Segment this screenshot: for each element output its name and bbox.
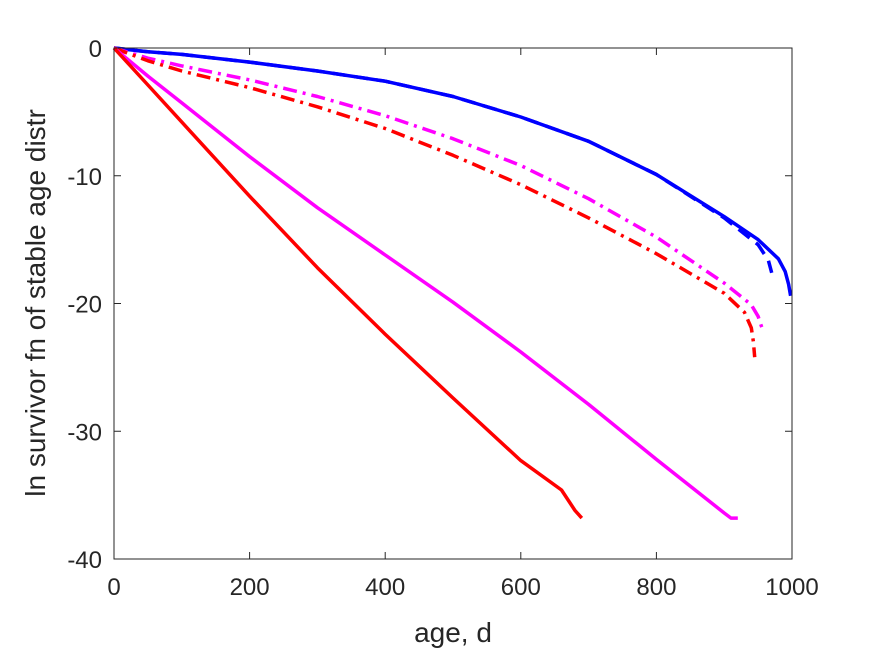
x-tick-label: 400: [365, 574, 405, 601]
series-layer: [112, 46, 793, 520]
y-tick-label: 0: [89, 36, 102, 63]
series-line-5: [112, 46, 738, 520]
x-axis-label: age, d: [414, 617, 492, 648]
series-line-3: [113, 46, 766, 333]
series-line-6: [112, 46, 584, 520]
x-tick-label: 0: [107, 574, 120, 601]
x-tick-label: 800: [636, 574, 676, 601]
x-tick-label: 1000: [765, 574, 818, 601]
y-tick-label: -30: [67, 419, 102, 446]
y-axis-label: ln survivor fn of stable age distr: [20, 109, 51, 497]
y-tick-label: -40: [67, 547, 102, 574]
x-tick-label: 600: [501, 574, 541, 601]
series-line-2: [113, 46, 774, 274]
series-line-4: [113, 46, 757, 358]
x-tick-label: 200: [230, 574, 270, 601]
y-tick-label: -10: [67, 164, 102, 191]
tick-layer: 0 200 400 600 800 1000 0 -10 -20 -30 -40: [67, 36, 818, 601]
y-tick-label: -20: [67, 292, 102, 319]
